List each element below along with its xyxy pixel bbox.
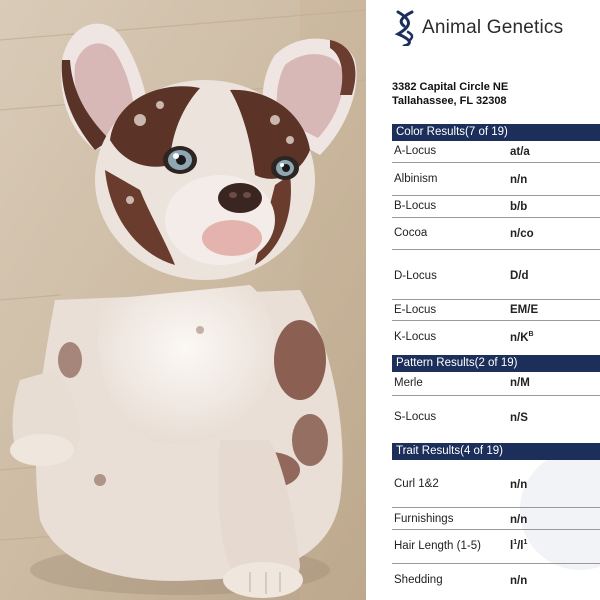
locus-label: Merle — [394, 377, 423, 389]
pattern-results-header: Pattern Results(2 of 19) — [392, 355, 600, 372]
genotype-value: l1/l1 — [510, 539, 528, 552]
locus-label: Curl 1&2 — [394, 478, 439, 490]
genotype-value: at/a — [510, 146, 530, 158]
genotype-value: n/S — [510, 412, 528, 424]
trait-results-header: Trait Results(4 of 19) — [392, 443, 600, 460]
result-row-k-locus: K-Locus n/KB — [392, 321, 600, 354]
genotype-value: n/co — [510, 228, 534, 240]
genotype-value: n/KB — [510, 331, 534, 344]
genotype-value: b/b — [510, 201, 528, 213]
result-row-albinism: Albinism n/n — [392, 163, 600, 196]
result-row-b-locus: B-Locus b/b — [392, 196, 600, 218]
genotype-value: EM/E — [510, 304, 539, 316]
locus-label: A-Locus — [394, 145, 437, 157]
locus-label: E-Locus — [394, 304, 437, 316]
locus-label: D-Locus — [394, 270, 437, 282]
locus-label: Cocoa — [394, 227, 428, 239]
result-row-d-locus: D-Locus D/d — [392, 250, 600, 300]
color-results-header: Color Results(7 of 19) — [392, 124, 600, 141]
brand-name: Animal Genetics — [422, 17, 564, 38]
locus-label: Hair Length (1-5) — [394, 540, 481, 552]
locus-label: Albinism — [394, 173, 438, 185]
puppy-illustration — [0, 0, 366, 600]
locus-label: S-Locus — [394, 411, 437, 423]
genotype-value: n/M — [510, 377, 530, 389]
brand-header: Animal Genetics — [394, 8, 563, 48]
result-row-a-locus: A-Locus at/a — [392, 141, 600, 163]
genotype-value: D/d — [510, 270, 529, 282]
puppy-photo — [0, 0, 366, 600]
genotype-value: n/n — [510, 575, 528, 587]
genotype-value: n/n — [510, 514, 528, 526]
locus-label: K-Locus — [394, 331, 437, 343]
result-row-furnishings: Furnishings n/n — [392, 508, 600, 530]
address-line-1: 3382 Capital Circle NE — [392, 81, 509, 93]
locus-label: Shedding — [394, 574, 443, 586]
result-row-merle: Merle n/M — [392, 372, 600, 396]
genotype-value: n/n — [510, 479, 528, 491]
result-row-hair-length: Hair Length (1-5) l1/l1 — [392, 530, 600, 564]
result-row-e-locus: E-Locus EM/E — [392, 300, 600, 321]
dna-helix-icon — [394, 10, 414, 46]
result-row-s-locus: S-Locus n/S — [392, 396, 600, 442]
locus-label: B-Locus — [394, 200, 437, 212]
result-row-shedding: Shedding n/n — [392, 564, 600, 598]
genotype-value: n/n — [510, 174, 528, 186]
result-row-curl: Curl 1&2 n/n — [392, 460, 600, 508]
genetics-report: Animal Genetics 3382 Capital Circle NE T… — [366, 0, 600, 600]
lab-address: 3382 Capital Circle NE Tallahassee, FL 3… — [392, 80, 508, 108]
result-row-cocoa: Cocoa n/co — [392, 218, 600, 250]
address-line-2: Tallahassee, FL 32308 — [392, 95, 507, 107]
locus-label: Furnishings — [394, 513, 454, 525]
